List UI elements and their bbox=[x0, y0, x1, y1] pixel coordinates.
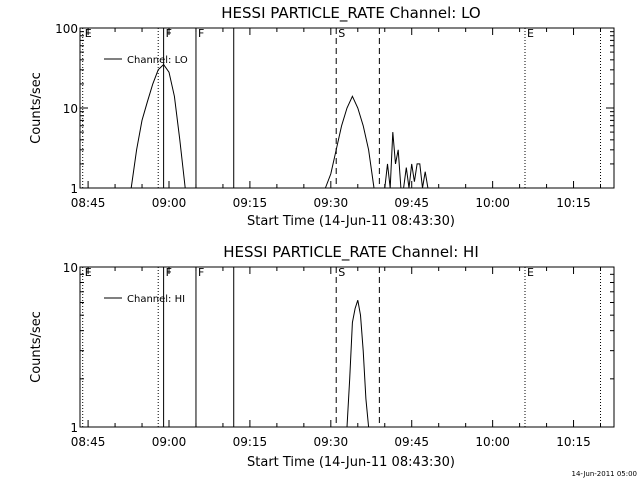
panel-hi-xtick-label: 10:15 bbox=[556, 435, 591, 449]
panel-hi-title: HESSI PARTICLE_RATE Channel: HI bbox=[223, 243, 479, 262]
panel-hi-marker-label: S bbox=[338, 266, 345, 279]
panel-lo-xtick-label: 09:00 bbox=[152, 196, 187, 210]
panel-lo-series-line bbox=[384, 132, 429, 189]
panel-lo-xtick-label: 09:30 bbox=[314, 196, 349, 210]
panel-hi-marker-label: F bbox=[198, 266, 204, 279]
panel-lo-marker-label: S bbox=[338, 27, 345, 40]
panel-lo-ytick-label: 1 bbox=[70, 182, 78, 196]
panel-lo-xtick-label: 09:15 bbox=[233, 196, 268, 210]
panel-lo-marker-label: F bbox=[198, 27, 204, 40]
panel-hi-marker-label: E bbox=[85, 266, 92, 279]
panel-lo-ylabel: Counts/sec bbox=[29, 72, 44, 144]
panel-hi-xlabel: Start Time (14-Jun-11 08:43:30) bbox=[247, 455, 455, 470]
panel-hi-xtick-label: 09:15 bbox=[233, 435, 268, 449]
panel-hi-xtick-label: 09:30 bbox=[314, 435, 349, 449]
panel-lo-marker-label: E bbox=[85, 27, 92, 40]
panel-lo-series-line bbox=[130, 63, 186, 189]
panel-lo-xlabel: Start Time (14-Jun-11 08:43:30) bbox=[247, 214, 455, 229]
panel-hi-xtick-label: 09:00 bbox=[152, 435, 187, 449]
panel-lo-xtick-label: 10:00 bbox=[475, 196, 510, 210]
panel-lo-title: HESSI PARTICLE_RATE Channel: LO bbox=[221, 4, 480, 23]
panel-hi-ylabel: Counts/sec bbox=[29, 311, 44, 383]
panel-lo-marker-label: F bbox=[166, 27, 172, 40]
panel-lo-legend-label: Channel: LO bbox=[127, 55, 188, 66]
panel-lo-ytick-label: 100 bbox=[55, 22, 78, 36]
panel-lo-series-line bbox=[324, 95, 375, 189]
panel-hi-legend-label: Channel: HI bbox=[127, 294, 185, 305]
footer-timestamp: 14-Jun-2011 05:00 bbox=[572, 470, 638, 478]
panel-hi-xtick-label: 09:45 bbox=[394, 435, 429, 449]
panel-hi-marker-label: E bbox=[527, 266, 534, 279]
panel-lo-xtick-label: 09:45 bbox=[394, 196, 429, 210]
panel-hi-series-line bbox=[346, 300, 370, 428]
panel-lo-ytick-label: 10 bbox=[63, 102, 78, 116]
panel-hi-ytick-label: 1 bbox=[70, 421, 78, 435]
panel-hi-xtick-label: 10:00 bbox=[475, 435, 510, 449]
panel-hi-marker-label: F bbox=[166, 266, 172, 279]
panel-lo-legend: Channel: LO bbox=[104, 55, 188, 66]
panel-hi: HESSI PARTICLE_RATE Channel: HI Start Ti… bbox=[29, 243, 615, 470]
panel-hi-xtick-label: 08:45 bbox=[71, 435, 106, 449]
panel-lo: HESSI PARTICLE_RATE Channel: LO Start Ti… bbox=[29, 4, 615, 229]
panel-hi-legend: Channel: HI bbox=[104, 294, 185, 305]
panel-lo-marker-label: E bbox=[527, 27, 534, 40]
panel-lo-xtick-label: 10:15 bbox=[556, 196, 591, 210]
panel-hi-ytick-label: 10 bbox=[63, 261, 78, 275]
panel-lo-xtick-label: 08:45 bbox=[71, 196, 106, 210]
